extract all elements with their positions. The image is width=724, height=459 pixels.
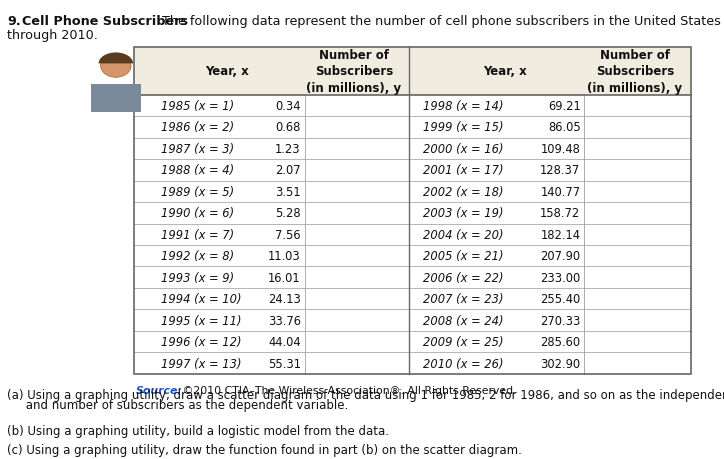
Text: 0.68: 0.68	[276, 121, 301, 134]
Text: 1991 (x = 7): 1991 (x = 7)	[161, 228, 235, 241]
Text: 1993 (x = 9): 1993 (x = 9)	[161, 271, 235, 284]
Text: 2006 (x = 22): 2006 (x = 22)	[423, 271, 504, 284]
Text: 1988 (x = 4): 1988 (x = 4)	[161, 164, 235, 177]
Text: 182.14: 182.14	[541, 228, 581, 241]
Text: 233.00: 233.00	[540, 271, 581, 284]
Text: 2.07: 2.07	[275, 164, 301, 177]
Text: Number of
Subscribers
(in millions), y: Number of Subscribers (in millions), y	[306, 49, 402, 95]
Text: 158.72: 158.72	[540, 207, 581, 220]
Text: 1995 (x = 11): 1995 (x = 11)	[161, 314, 242, 327]
Bar	[134, 48, 691, 95]
Bar	[134, 48, 691, 374]
Text: The following data represent the number of cell phone subscribers in the United : The following data represent the number …	[154, 15, 724, 28]
Text: 1994 (x = 10): 1994 (x = 10)	[161, 292, 242, 306]
Bar	[134, 181, 691, 202]
Bar	[134, 95, 691, 117]
Ellipse shape	[101, 55, 131, 78]
Bar	[134, 224, 691, 246]
Text: 11.03: 11.03	[268, 250, 301, 263]
Text: 1998 (x = 14): 1998 (x = 14)	[423, 100, 504, 112]
Text: 1987 (x = 3): 1987 (x = 3)	[161, 143, 235, 156]
Text: 1999 (x = 15): 1999 (x = 15)	[423, 121, 504, 134]
Text: 270.33: 270.33	[540, 314, 581, 327]
Text: 33.76: 33.76	[268, 314, 301, 327]
Text: 69.21: 69.21	[548, 100, 581, 112]
Text: 2003 (x = 19): 2003 (x = 19)	[423, 207, 504, 220]
Bar	[134, 117, 691, 138]
Text: 207.90: 207.90	[540, 250, 581, 263]
Text: 7.56: 7.56	[275, 228, 301, 241]
Text: 55.31: 55.31	[268, 357, 301, 370]
Text: 2009 (x = 25): 2009 (x = 25)	[423, 336, 504, 348]
Bar	[134, 246, 691, 267]
Text: ©2010 CTIA–The Wireless Association®. All Rights Reserved.: ©2010 CTIA–The Wireless Association®. Al…	[179, 386, 516, 396]
Text: Number of
Subscribers
(in millions), y: Number of Subscribers (in millions), y	[587, 49, 683, 95]
Text: Year, x: Year, x	[483, 65, 527, 78]
Text: 1996 (x = 12): 1996 (x = 12)	[161, 336, 242, 348]
Text: 2000 (x = 16): 2000 (x = 16)	[423, 143, 504, 156]
Text: Year, x: Year, x	[206, 65, 249, 78]
Text: 1992 (x = 8): 1992 (x = 8)	[161, 250, 235, 263]
Text: 2002 (x = 18): 2002 (x = 18)	[423, 185, 504, 198]
Text: 2010 (x = 26): 2010 (x = 26)	[423, 357, 504, 370]
Text: 128.37: 128.37	[540, 164, 581, 177]
Bar	[134, 288, 691, 310]
Text: 302.90: 302.90	[540, 357, 581, 370]
Text: 5.28: 5.28	[275, 207, 301, 220]
Text: 86.05: 86.05	[548, 121, 581, 134]
Text: (a) Using a graphing utility, draw a scatter diagram of the data using 1 for 198: (a) Using a graphing utility, draw a sca…	[7, 388, 724, 401]
Text: 255.40: 255.40	[540, 292, 581, 306]
Text: (c) Using a graphing utility, draw the function found in part (b) on the scatter: (c) Using a graphing utility, draw the f…	[7, 443, 522, 456]
Text: 1997 (x = 13): 1997 (x = 13)	[161, 357, 242, 370]
Text: 9.: 9.	[7, 15, 21, 28]
Text: 2008 (x = 24): 2008 (x = 24)	[423, 314, 504, 327]
Text: 1986 (x = 2): 1986 (x = 2)	[161, 121, 235, 134]
Text: 1.23: 1.23	[275, 143, 301, 156]
Text: Source:: Source:	[136, 386, 183, 396]
Bar	[134, 138, 691, 160]
Text: (b) Using a graphing utility, build a logistic model from the data.: (b) Using a graphing utility, build a lo…	[7, 425, 390, 437]
Text: 1990 (x = 6): 1990 (x = 6)	[161, 207, 235, 220]
Bar	[134, 331, 691, 353]
Text: 2001 (x = 17): 2001 (x = 17)	[423, 164, 504, 177]
Text: 0.34: 0.34	[275, 100, 301, 112]
Text: and number of subscribers as the dependent variable.: and number of subscribers as the depende…	[7, 398, 348, 411]
Text: 16.01: 16.01	[269, 271, 301, 284]
Bar	[134, 202, 691, 224]
Text: 1985 (x = 1): 1985 (x = 1)	[161, 100, 235, 112]
Text: 140.77: 140.77	[540, 185, 581, 198]
Wedge shape	[98, 53, 133, 64]
Bar	[134, 353, 691, 374]
Text: 2005 (x = 21): 2005 (x = 21)	[423, 250, 504, 263]
Text: 24.13: 24.13	[268, 292, 301, 306]
Bar	[134, 160, 691, 181]
Text: 3.51: 3.51	[275, 185, 301, 198]
Text: 109.48: 109.48	[541, 143, 581, 156]
Bar	[134, 267, 691, 288]
Text: 2007 (x = 23): 2007 (x = 23)	[423, 292, 504, 306]
Text: 285.60: 285.60	[540, 336, 581, 348]
Text: 1989 (x = 5): 1989 (x = 5)	[161, 185, 235, 198]
Text: Cell Phone Subscribers: Cell Phone Subscribers	[22, 15, 188, 28]
Text: through 2010.: through 2010.	[7, 28, 98, 41]
Text: 2004 (x = 20): 2004 (x = 20)	[423, 228, 504, 241]
Text: 44.04: 44.04	[269, 336, 301, 348]
Bar	[90, 85, 141, 112]
Bar	[134, 310, 691, 331]
